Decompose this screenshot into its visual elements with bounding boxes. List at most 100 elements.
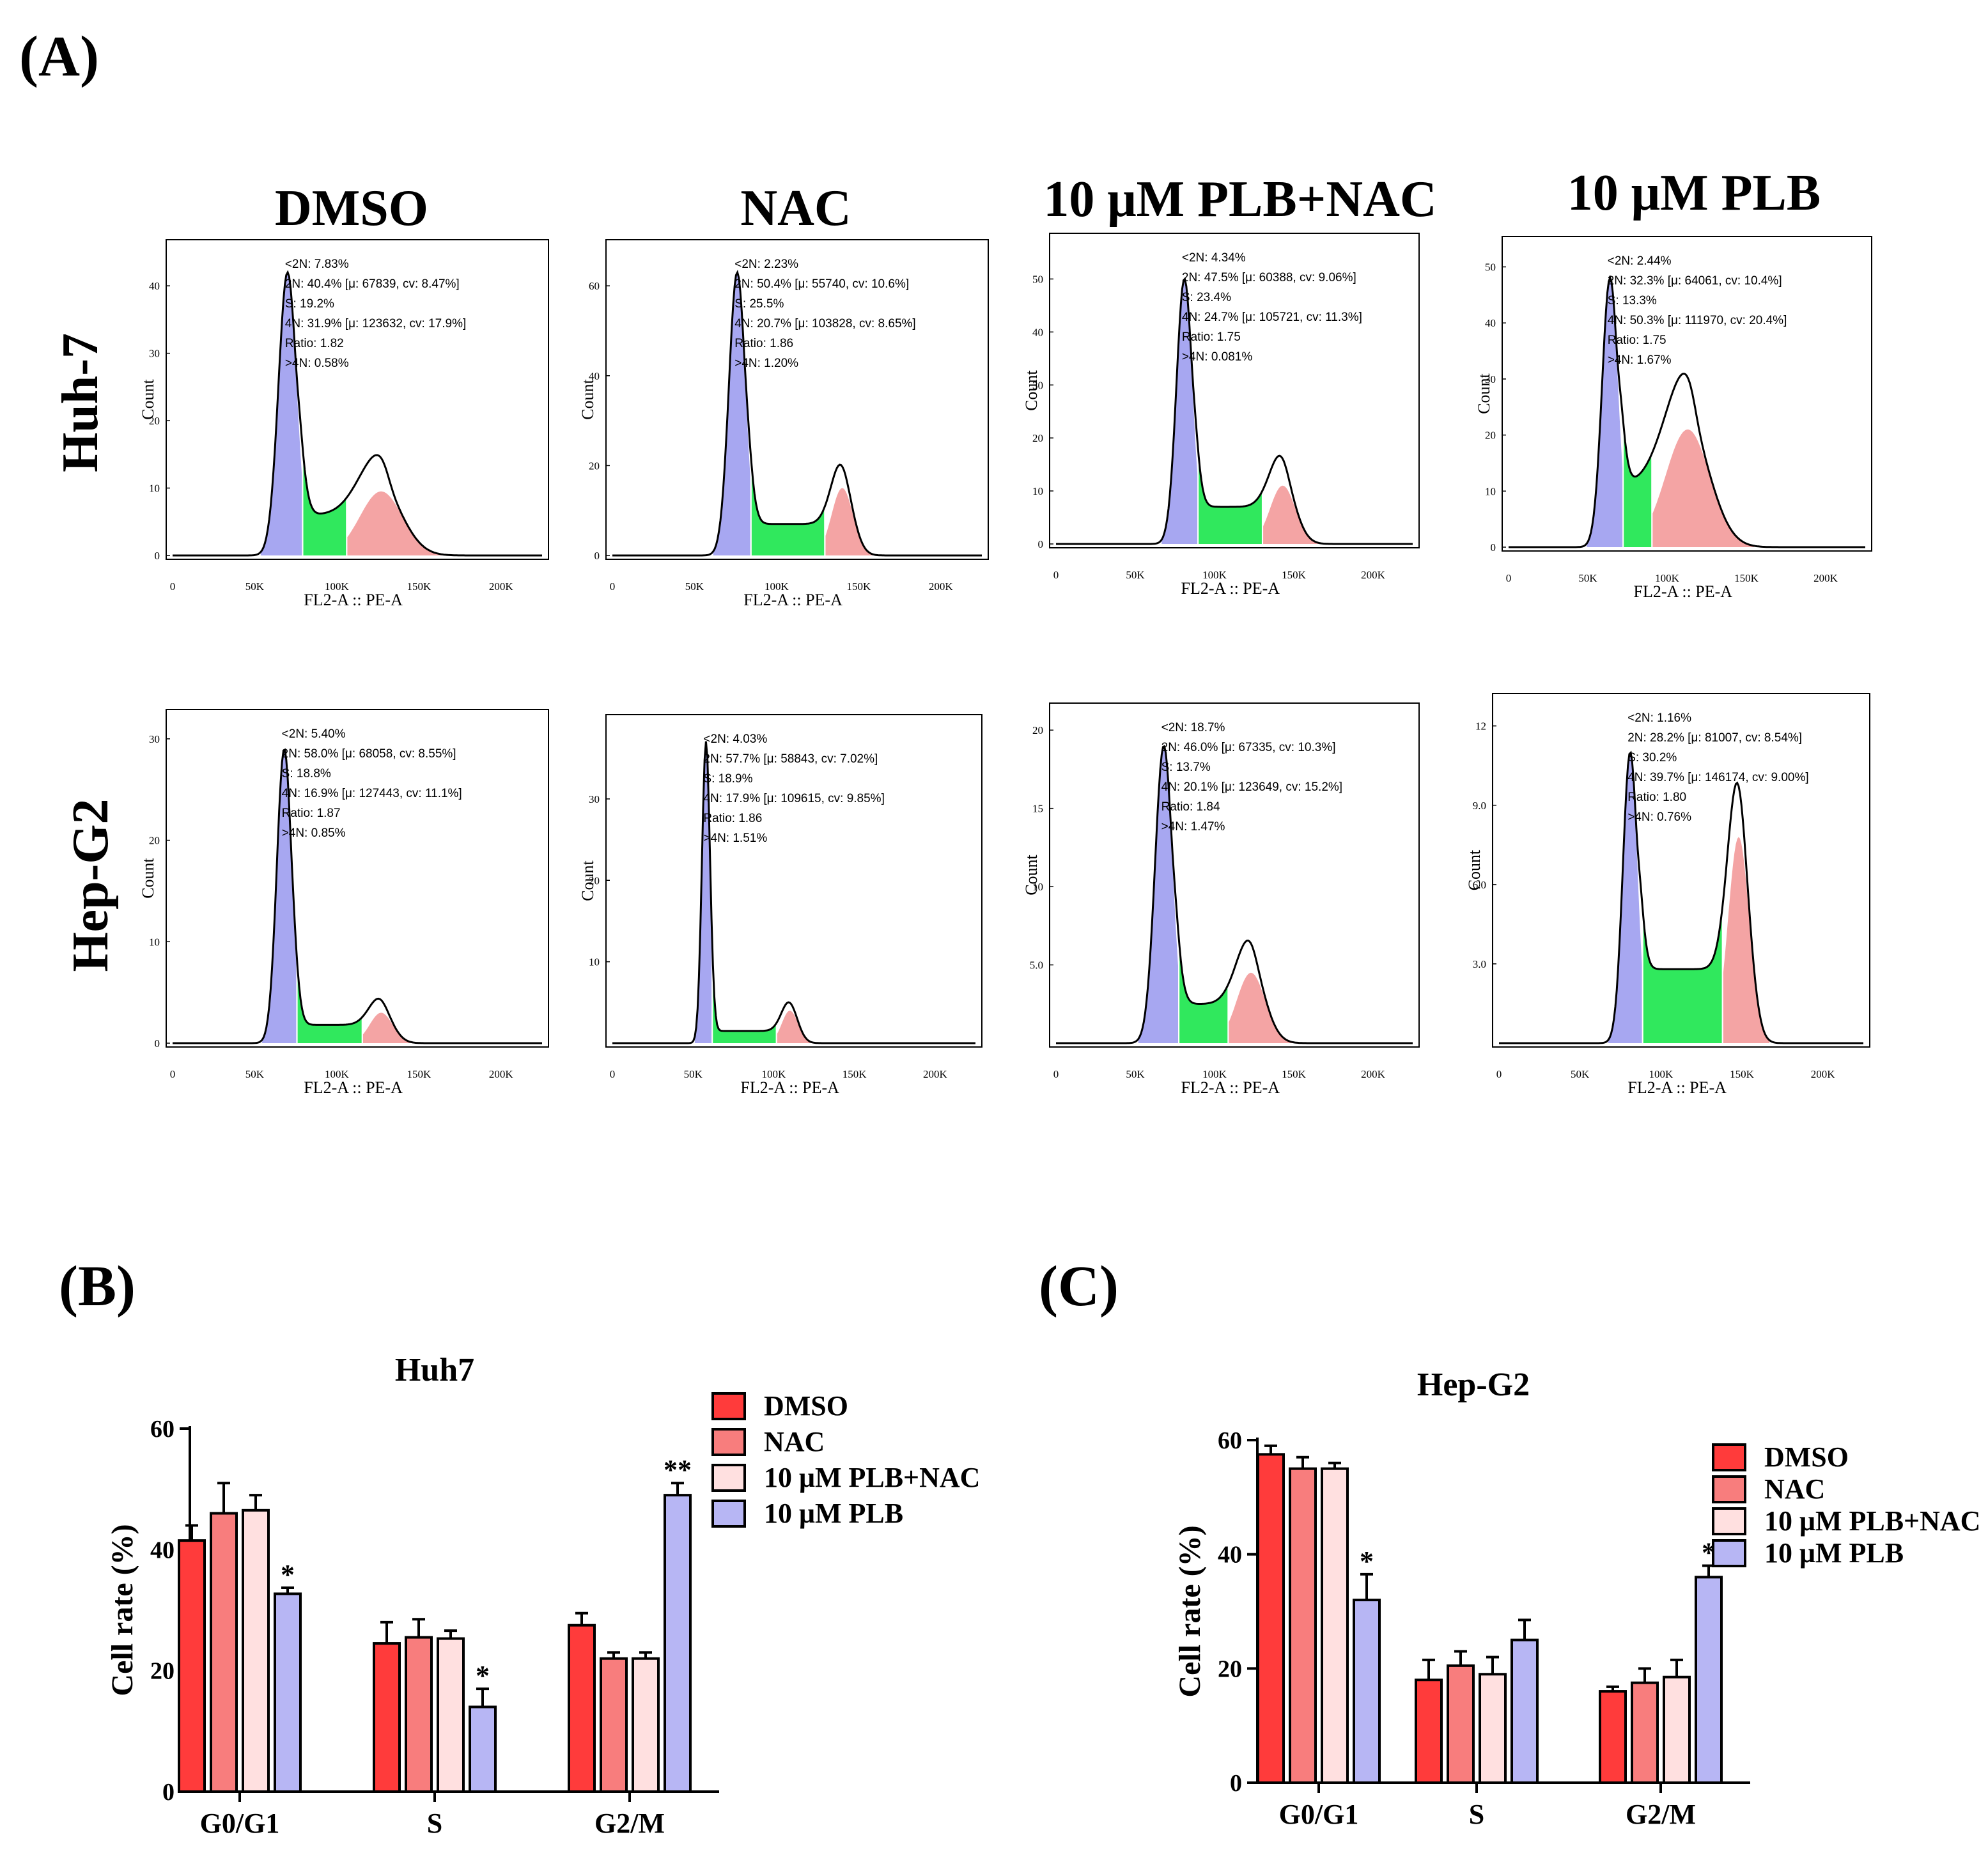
histogram-outline <box>173 270 542 557</box>
x-tick-label: 150K <box>1730 1068 1755 1080</box>
stats-line: 4N: 31.9% [μ: 123632, cv: 17.9%] <box>285 317 466 330</box>
x-tick-label: 100K <box>1649 1068 1673 1080</box>
stats-line: Ratio: 1.86 <box>703 812 762 825</box>
bar-10-m-plb-nac <box>1479 1673 1507 1784</box>
x-tick-label: G0/G1 <box>200 1808 280 1839</box>
stats-line: 2N: 28.2% [μ: 81007, cv: 8.54%] <box>1627 731 1802 745</box>
column-title-plb: 10 μM PLB <box>1567 165 1821 221</box>
histogram-outline <box>612 270 982 557</box>
bar-10-m-plb <box>664 1494 692 1793</box>
y-tick-label: 10 <box>589 956 600 968</box>
bar-dmso <box>178 1539 206 1793</box>
y-tick-label: 10 <box>1032 485 1043 497</box>
stats-line: >4N: 1.51% <box>703 832 767 845</box>
y-axis-label: Count <box>1475 373 1493 414</box>
x-tick-label: 200K <box>923 1068 948 1080</box>
stats-line: S: 13.3% <box>1608 294 1657 307</box>
x-tick-label: 150K <box>407 1068 431 1080</box>
x-tick-label: 50K <box>1126 569 1145 581</box>
bar-nac <box>1289 1467 1317 1785</box>
bar-dmso <box>373 1642 401 1793</box>
g2m-phase-area <box>777 1011 814 1043</box>
histogram-outline <box>1056 277 1413 545</box>
x-tick-label: S <box>1469 1799 1484 1830</box>
stats-line: S: 19.2% <box>285 297 334 311</box>
legend-label: 10 μM PLB <box>1764 1537 1904 1569</box>
x-tick-label: 0 <box>610 580 616 593</box>
bar-dmso <box>1415 1679 1443 1784</box>
s-phase-area <box>297 969 362 1043</box>
y-tick-label: 20 <box>149 415 160 427</box>
histogram-outline <box>1509 274 1865 548</box>
x-tick-label: 50K <box>245 580 265 593</box>
stats-line: <2N: 2.23% <box>734 258 798 271</box>
bar-nac <box>1447 1664 1475 1785</box>
histogram-outline <box>612 741 975 1044</box>
y-tick-label: 5.0 <box>1030 959 1043 972</box>
x-tick-label: 100K <box>325 1068 350 1080</box>
g1-phase-area <box>694 741 712 1043</box>
stats-line: >4N: 1.47% <box>1161 820 1225 834</box>
y-tick-label: 0 <box>1038 538 1044 550</box>
x-tick-label: 100K <box>762 1068 787 1080</box>
y-tick-label: 60 <box>589 280 600 292</box>
column-title-dmso: DMSO <box>275 180 428 237</box>
y-tick-label: 40 <box>149 280 160 292</box>
x-tick-label: 200K <box>1813 572 1838 584</box>
histogram-frame <box>166 239 549 560</box>
stats-line: Ratio: 1.86 <box>734 337 793 350</box>
y-tick-label: 30 <box>1485 373 1496 385</box>
legend-label: 10 μM PLB+NAC <box>764 1462 980 1493</box>
x-tick-label: 100K <box>1202 1068 1227 1080</box>
stats-line: S: 23.4% <box>1182 291 1231 304</box>
y-tick-label: 20 <box>589 874 600 887</box>
stats-line: <2N: 7.83% <box>285 258 349 271</box>
stats-line: 2N: 57.7% [μ: 58843, cv: 7.02%] <box>703 752 878 766</box>
g1-phase-area <box>1608 753 1642 1043</box>
x-tick-label: 0 <box>1053 1068 1059 1080</box>
stats-line: Ratio: 1.80 <box>1627 791 1686 804</box>
bar-dmso <box>1257 1453 1285 1784</box>
stats-line: 4N: 20.7% [μ: 103828, cv: 8.65%] <box>734 317 915 330</box>
s-phase-area <box>1643 912 1722 1043</box>
y-axis-label: Count <box>1022 369 1041 410</box>
y-tick-label: 60 <box>1218 1427 1242 1454</box>
y-tick-label: 0 <box>155 550 160 562</box>
stats-line: >4N: 0.76% <box>1627 810 1691 824</box>
stats-line: Ratio: 1.75 <box>1608 334 1666 347</box>
bar-dmso <box>568 1624 596 1794</box>
stats-line: >4N: 0.85% <box>282 826 346 840</box>
stats-line: 4N: 17.9% [μ: 109615, cv: 9.85%] <box>703 792 884 805</box>
legend-swatch <box>711 1464 746 1492</box>
stats-line: S: 25.5% <box>734 297 784 311</box>
g1-phase-area <box>262 750 297 1043</box>
significance-marker: * <box>281 1559 295 1590</box>
x-tick-label: G0/G1 <box>1279 1799 1359 1830</box>
histogram-outline <box>1056 745 1413 1044</box>
x-axis-label: FL2-A :: PE-A <box>1634 582 1733 601</box>
bar-chart-b: Huh7 Cell rate (%) 0 20 40 60 G0/G1 * S * G2/M ** DM… <box>105 1352 980 1839</box>
y-axis-label: Count <box>579 378 597 419</box>
y-tick-label: 3.0 <box>1473 958 1486 970</box>
x-axis-label: FL2-A :: PE-A <box>1627 1078 1727 1097</box>
x-tick-label: 0 <box>1496 1068 1502 1080</box>
y-tick-label: 40 <box>1218 1542 1242 1569</box>
stats-line: Ratio: 1.75 <box>1182 330 1241 344</box>
stats-line: S: 18.9% <box>703 772 752 786</box>
x-axis-label: FL2-A :: PE-A <box>740 1078 839 1097</box>
y-tick-label: 0 <box>594 550 600 562</box>
stats-line: <2N: 1.16% <box>1627 711 1691 725</box>
x-tick-label: 200K <box>1811 1068 1836 1080</box>
y-tick-label: 50 <box>1032 273 1043 285</box>
legend-swatch <box>711 1392 746 1420</box>
x-tick-label: 0 <box>170 1068 176 1080</box>
stats-line: <2N: 4.34% <box>1182 251 1246 265</box>
stats-line: Ratio: 1.82 <box>285 337 344 350</box>
x-tick-label: 150K <box>1282 1068 1307 1080</box>
x-tick-label: 0 <box>170 580 176 593</box>
